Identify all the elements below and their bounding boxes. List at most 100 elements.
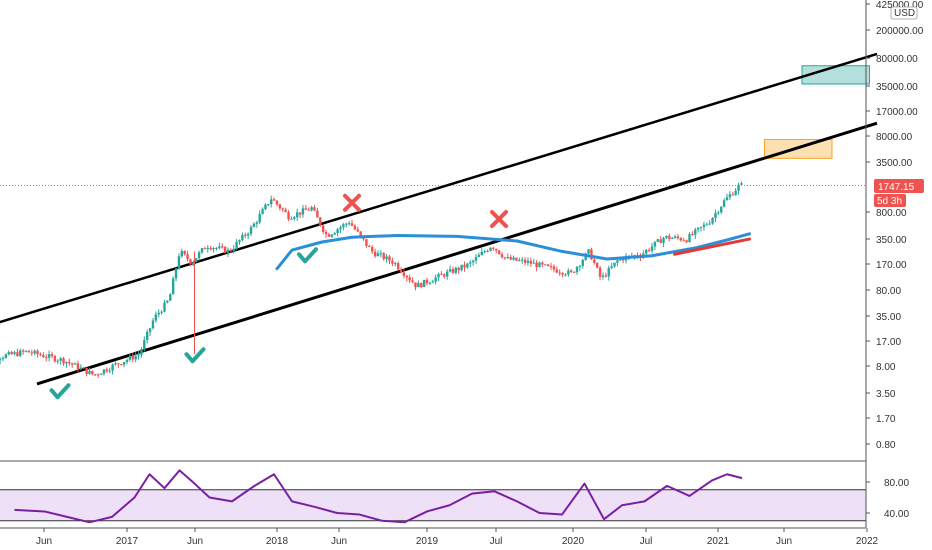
candle-body bbox=[512, 257, 515, 260]
candle-body bbox=[538, 262, 541, 268]
candle-body bbox=[417, 283, 420, 288]
candle-body bbox=[272, 199, 276, 201]
candle-body bbox=[333, 232, 336, 235]
candle-body bbox=[229, 249, 233, 251]
candle-body bbox=[394, 263, 397, 265]
candle-body bbox=[546, 264, 550, 266]
candle-body bbox=[578, 265, 582, 267]
candle-body bbox=[610, 266, 613, 269]
candle-body bbox=[180, 251, 184, 257]
candle-body bbox=[218, 246, 221, 248]
candle-body bbox=[702, 224, 706, 227]
candle-body bbox=[526, 260, 530, 263]
rsi-tick-label: 80.00 bbox=[884, 478, 909, 489]
candle-body bbox=[486, 250, 489, 252]
candle-body bbox=[319, 217, 322, 226]
candle-body bbox=[388, 256, 391, 261]
candle-body bbox=[717, 212, 720, 214]
candle-body bbox=[91, 370, 94, 375]
x-mark-stroke bbox=[343, 193, 361, 212]
time-tick-label: 2020 bbox=[562, 536, 585, 547]
candle-body bbox=[215, 247, 218, 249]
candle-body bbox=[396, 263, 400, 270]
candle-body bbox=[601, 275, 605, 277]
price-tick-label: 170.00 bbox=[876, 260, 907, 271]
candle-body bbox=[725, 197, 729, 201]
candle-body bbox=[561, 273, 564, 275]
rsi-band bbox=[0, 489, 866, 521]
candle-body bbox=[567, 270, 570, 275]
candle-body bbox=[310, 207, 313, 211]
candle-body bbox=[73, 363, 77, 365]
candle-body bbox=[321, 225, 325, 232]
candle-body bbox=[722, 200, 726, 207]
candle-body bbox=[270, 199, 273, 205]
candle-body bbox=[143, 340, 146, 350]
candle-body bbox=[183, 251, 186, 255]
candle-body bbox=[645, 249, 648, 254]
candle-body bbox=[731, 194, 734, 196]
candle-body bbox=[264, 204, 267, 210]
candle-body bbox=[685, 240, 688, 243]
candle-body bbox=[711, 217, 714, 224]
candle-body bbox=[699, 226, 703, 228]
candle-body bbox=[0, 358, 2, 360]
candle-body bbox=[353, 225, 357, 230]
candle-body bbox=[469, 262, 472, 264]
candle-body bbox=[405, 275, 409, 278]
candle-body bbox=[212, 248, 215, 250]
candle-body bbox=[665, 235, 668, 238]
candle-body bbox=[385, 256, 388, 260]
candle-body bbox=[365, 239, 368, 246]
candle-body bbox=[16, 352, 19, 356]
candle-body bbox=[402, 272, 406, 276]
candle-body bbox=[379, 253, 383, 255]
candle-body bbox=[463, 264, 466, 268]
candle-body bbox=[503, 257, 507, 259]
candle-body bbox=[42, 355, 45, 358]
candle-body bbox=[4, 354, 8, 358]
candle-body bbox=[13, 352, 16, 355]
candle-body bbox=[604, 275, 608, 277]
candle-body bbox=[368, 245, 371, 248]
candle-body bbox=[428, 282, 432, 284]
candle-body bbox=[235, 241, 238, 249]
candle-body bbox=[422, 279, 426, 288]
candle-body bbox=[740, 183, 743, 185]
candle-body bbox=[483, 251, 486, 253]
last-price-label: 1747.15 bbox=[878, 182, 915, 193]
candle-body bbox=[301, 208, 305, 215]
check-mark-icon bbox=[297, 247, 318, 264]
candle-body bbox=[62, 358, 65, 364]
time-tick-label: 2019 bbox=[416, 536, 439, 547]
candle-body bbox=[192, 262, 195, 265]
candle-body bbox=[434, 277, 437, 282]
candle-body bbox=[1, 357, 5, 359]
candle-body bbox=[454, 267, 458, 273]
candle-body bbox=[220, 246, 224, 248]
price-tick-label: 200000.00 bbox=[876, 26, 924, 37]
rsi-line bbox=[14, 469, 743, 524]
candle-body bbox=[195, 258, 198, 263]
countdown-badge bbox=[874, 194, 906, 207]
candle-body bbox=[275, 200, 279, 205]
candle-body bbox=[163, 302, 166, 312]
candle-body bbox=[30, 352, 34, 354]
candle-body bbox=[440, 273, 443, 275]
price-tick-label: 0.80 bbox=[876, 440, 896, 451]
red-trend-line bbox=[673, 237, 751, 256]
candle-body bbox=[76, 363, 80, 370]
currency-label: USD bbox=[894, 8, 915, 19]
candle-body bbox=[691, 234, 694, 236]
candle-body bbox=[96, 374, 100, 376]
time-tick-label: Jul bbox=[640, 536, 653, 547]
candle-body bbox=[19, 350, 22, 356]
candle-body bbox=[345, 223, 348, 225]
candle-body bbox=[316, 210, 319, 218]
candle-body bbox=[287, 212, 290, 220]
time-tick-label: 2022 bbox=[856, 536, 879, 547]
candle-body bbox=[659, 239, 662, 243]
candle-body bbox=[177, 256, 181, 269]
candle-body bbox=[174, 268, 178, 279]
